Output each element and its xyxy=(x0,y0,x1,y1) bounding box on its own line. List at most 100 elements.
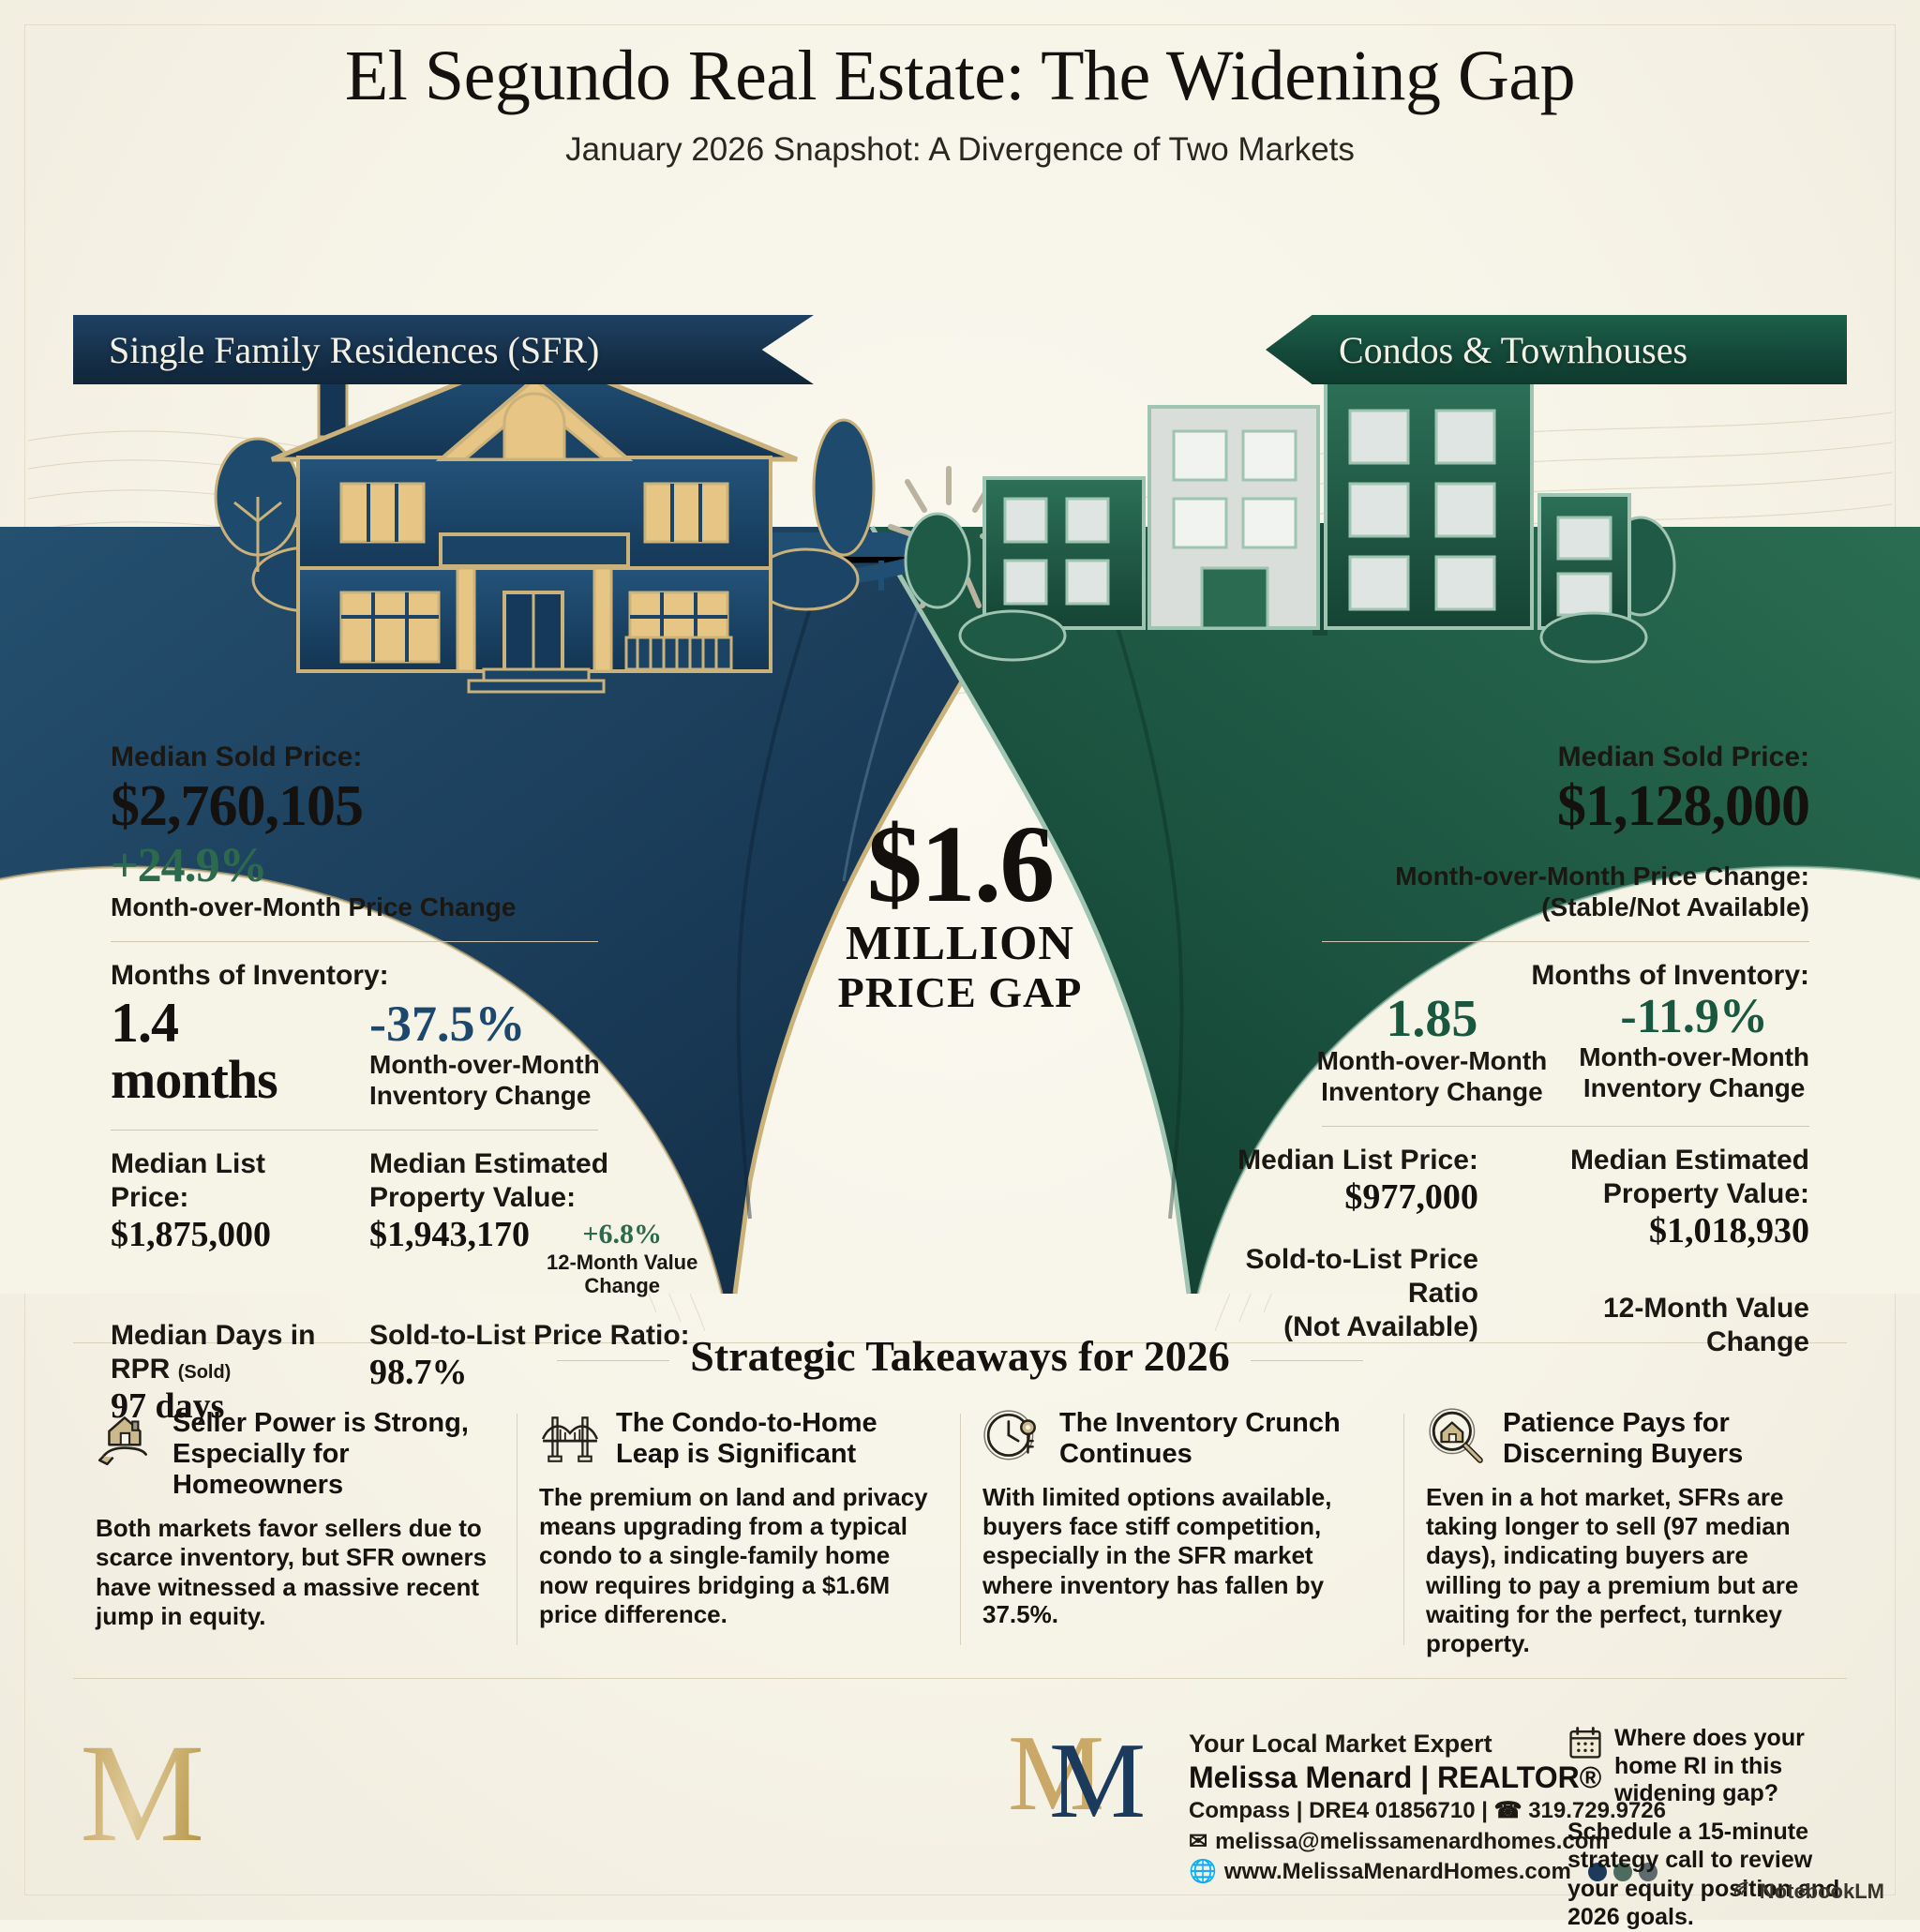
mm-monogram-gold: M xyxy=(1008,1714,1105,1834)
single-family-house-illustration xyxy=(214,347,876,694)
condo-median-sold-price-value: $1,128,000 xyxy=(1557,774,1810,838)
envelope-icon: ✉ xyxy=(1189,1828,1208,1854)
condo-sold-to-list-label-1: Sold-to-List Price Ratio xyxy=(1245,1243,1478,1309)
condo-mom-inventory-label-1: Month-over-Month xyxy=(1316,1045,1548,1075)
canyon-illustration xyxy=(0,347,1920,1295)
sfr-months-inventory-label: Months of Inventory: xyxy=(111,959,389,991)
takeaways-heading: Strategic Takeaways for 2026 xyxy=(0,1331,1920,1381)
condo-median-list-price-value: $977,000 xyxy=(1344,1176,1478,1217)
sfr-months-inventory-value: 1.4 xyxy=(111,991,179,1054)
suspension-bridge-icon xyxy=(539,1406,601,1468)
takeaway-card-1: Seller Power is Strong, Especially for H… xyxy=(73,1406,517,1658)
takeaway-card-1-body: Both markets favor sellers due to scarce… xyxy=(96,1514,488,1630)
sfr-median-sold-price-block: Median Sold Price: $2,760,105 +24.9% Mon… xyxy=(111,741,729,922)
page-subtitle: January 2026 Snapshot: A Divergence of T… xyxy=(565,130,1355,168)
sfr-sold-to-list-label: Sold-to-List Price Ratio: xyxy=(369,1319,690,1351)
price-gap-callout: $1.6 MILLION PRICE GAP xyxy=(763,802,1157,1016)
condo-secondary-stats-row: Median List Price: $977,000 Sold-to-List… xyxy=(1191,1144,1809,1359)
instagram-icon[interactable] xyxy=(1612,1863,1632,1882)
sfr-median-list-price-value: $1,875,000 xyxy=(111,1214,271,1254)
agent-name: Melissa Menard | REALTOR® xyxy=(1189,1760,1602,1795)
banner-sfr-label: Single Family Residences (SFR) xyxy=(109,328,600,371)
sfr-mom-inventory-label-2: Inventory Change xyxy=(369,1080,592,1110)
takeaway-card-4: Patience Pays for Discerning Buyers Even… xyxy=(1403,1406,1847,1658)
brand-monogram: M xyxy=(80,1715,205,1871)
heading-rule-right xyxy=(1250,1359,1363,1361)
takeaway-card-4-body: Even in a hot market, SFRs are taking lo… xyxy=(1426,1483,1799,1658)
cta-title: Where does your home RI in this widening… xyxy=(1614,1725,1805,1806)
takeaway-card-3-body: With limited options available, buyers f… xyxy=(982,1483,1332,1628)
heading-rule-left xyxy=(557,1359,670,1361)
facebook-icon[interactable] xyxy=(1587,1863,1607,1882)
condo-median-est-value-label-2: Property Value: xyxy=(1602,1177,1809,1209)
condo-median-est-value: $1,018,930 xyxy=(1649,1210,1809,1251)
sfr-sold-to-list-value: 98.7% xyxy=(369,1352,468,1392)
condo-median-sold-price-block: Median Sold Price: $1,128,000 Month-over… xyxy=(1191,741,1810,922)
magnifier-house-icon xyxy=(1426,1406,1488,1468)
notebooklm-icon xyxy=(1732,1879,1752,1905)
condo-median-sold-price-label: Median Sold Price: xyxy=(1557,741,1809,772)
sfr-median-days-sup: (Sold) xyxy=(177,1361,232,1383)
condo-mom-inventory-label-2: Inventory Change xyxy=(1321,1076,1543,1106)
condo-months-inventory-value: 1.85 xyxy=(1386,989,1478,1048)
condo-sold-to-list-label-2: (Not Available) xyxy=(1283,1310,1478,1342)
agent-phone[interactable]: 319.729.9726 xyxy=(1528,1798,1666,1824)
agent-email[interactable]: melissa@melissamenardhomes.com xyxy=(1215,1828,1609,1854)
page-title: El Segundo Real Estate: The Widening Gap xyxy=(344,37,1576,115)
condo-townhouse-illustration xyxy=(904,379,1676,664)
condo-stats-panel: Median Sold Price: $1,128,000 Month-over… xyxy=(1191,741,1810,1359)
cta-block: Where does your home RI in this widening… xyxy=(1568,1725,1849,1932)
agent-contact-block: M M Your Local Market Expert Melissa Men… xyxy=(1008,1714,1666,1888)
linkedin-icon[interactable] xyxy=(1638,1863,1658,1882)
sfr-median-sold-price-label: Median Sold Price: xyxy=(111,741,363,772)
takeaway-card-4-title: Patience Pays for Discerning Buyers xyxy=(1503,1408,1744,1470)
banner-condos: Condos & Townhouses xyxy=(1266,315,1847,384)
header: El Segundo Real Estate: The Widening Gap… xyxy=(0,37,1920,169)
sfr-mom-price-change-pct: +24.9% xyxy=(111,838,268,892)
condo-12mo-value-change-label: 12-Month Value Change xyxy=(1602,1292,1809,1357)
divider xyxy=(1322,1125,1809,1127)
sfr-inventory-block: Months of Inventory: 1.4 months -37.5% M… xyxy=(111,959,729,1111)
divider xyxy=(1322,940,1809,942)
sfr-stats-panel: Median Sold Price: $2,760,105 +24.9% Mon… xyxy=(111,741,729,1427)
clock-key-icon xyxy=(982,1406,1044,1468)
divider xyxy=(111,940,598,942)
sfr-secondary-stats-row-1: Median List Price: $1,875,000 Median Est… xyxy=(111,1147,729,1298)
agent-tagline: Your Local Market Expert xyxy=(1189,1730,1492,1758)
condo-months-inventory-label: Months of Inventory: xyxy=(1531,959,1809,991)
takeaways-top-divider xyxy=(73,1342,1847,1343)
agent-brokerage-line: Compass | DRE4 01856710 | xyxy=(1189,1798,1488,1824)
sfr-12mo-value-change-pct: +6.8% xyxy=(582,1218,662,1250)
social-links xyxy=(1587,1863,1658,1882)
agent-website[interactable]: www.MelissaMenardHomes.com xyxy=(1223,1859,1571,1885)
house-in-hand-icon xyxy=(96,1406,158,1468)
condo-mom-price-change-label-2: (Stable/Not Available) xyxy=(1541,891,1809,921)
cta-body: Schedule a 15-minute strategy call to re… xyxy=(1568,1818,1840,1931)
condo-median-est-value-label-1: Median Estimated xyxy=(1569,1144,1809,1176)
sfr-median-est-value-label: Median Estimated Property Value: xyxy=(369,1147,609,1213)
sfr-mom-inventory-label-1: Month-over-Month xyxy=(369,1049,600,1079)
condo-mom-price-change-label-1: Month-over-Month Price Change: xyxy=(1395,861,1809,891)
price-gap-label: PRICE GAP xyxy=(837,967,1083,1016)
takeaway-card-2: The Condo-to-Home Leap is Significant Th… xyxy=(517,1406,960,1658)
globe-icon: 🌐 xyxy=(1189,1859,1217,1885)
notebooklm-label: NotebookLM xyxy=(1759,1880,1884,1903)
mm-monogram-navy: M xyxy=(1049,1721,1147,1841)
condo-inventory-block: Months of Inventory: 1.85 Month-over-Mon… xyxy=(1191,959,1809,1107)
takeaway-card-2-body: The premium on land and privacy means up… xyxy=(539,1483,928,1628)
price-gap-amount: $1.6 xyxy=(866,802,1056,925)
sfr-median-list-price-label: Median List Price: xyxy=(111,1147,266,1213)
sfr-months-inventory-unit: months xyxy=(111,1048,278,1110)
calendar-icon xyxy=(1568,1725,1603,1765)
divider xyxy=(111,1129,598,1131)
footer-divider xyxy=(73,1678,1847,1679)
banner-condos-label: Condos & Townhouses xyxy=(1339,328,1688,371)
condo-mom-inventory-pct-label-1: Month-over-Month xyxy=(1579,1041,1809,1071)
price-gap-unit: MILLION xyxy=(846,917,1074,971)
takeaway-cards: Seller Power is Strong, Especially for H… xyxy=(73,1406,1847,1658)
condo-mom-inventory-pct-label-2: Inventory Change xyxy=(1582,1072,1806,1102)
sfr-median-days-value: 97 days xyxy=(111,1385,225,1426)
sfr-12mo-value-change-label-1: 12-Month Value xyxy=(547,1250,698,1274)
notebooklm-watermark: NotebookLM xyxy=(1732,1879,1884,1905)
sfr-mom-inventory-pct: -37.5% xyxy=(369,995,526,1052)
